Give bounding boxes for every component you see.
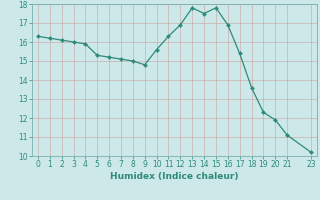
X-axis label: Humidex (Indice chaleur): Humidex (Indice chaleur)	[110, 172, 239, 181]
